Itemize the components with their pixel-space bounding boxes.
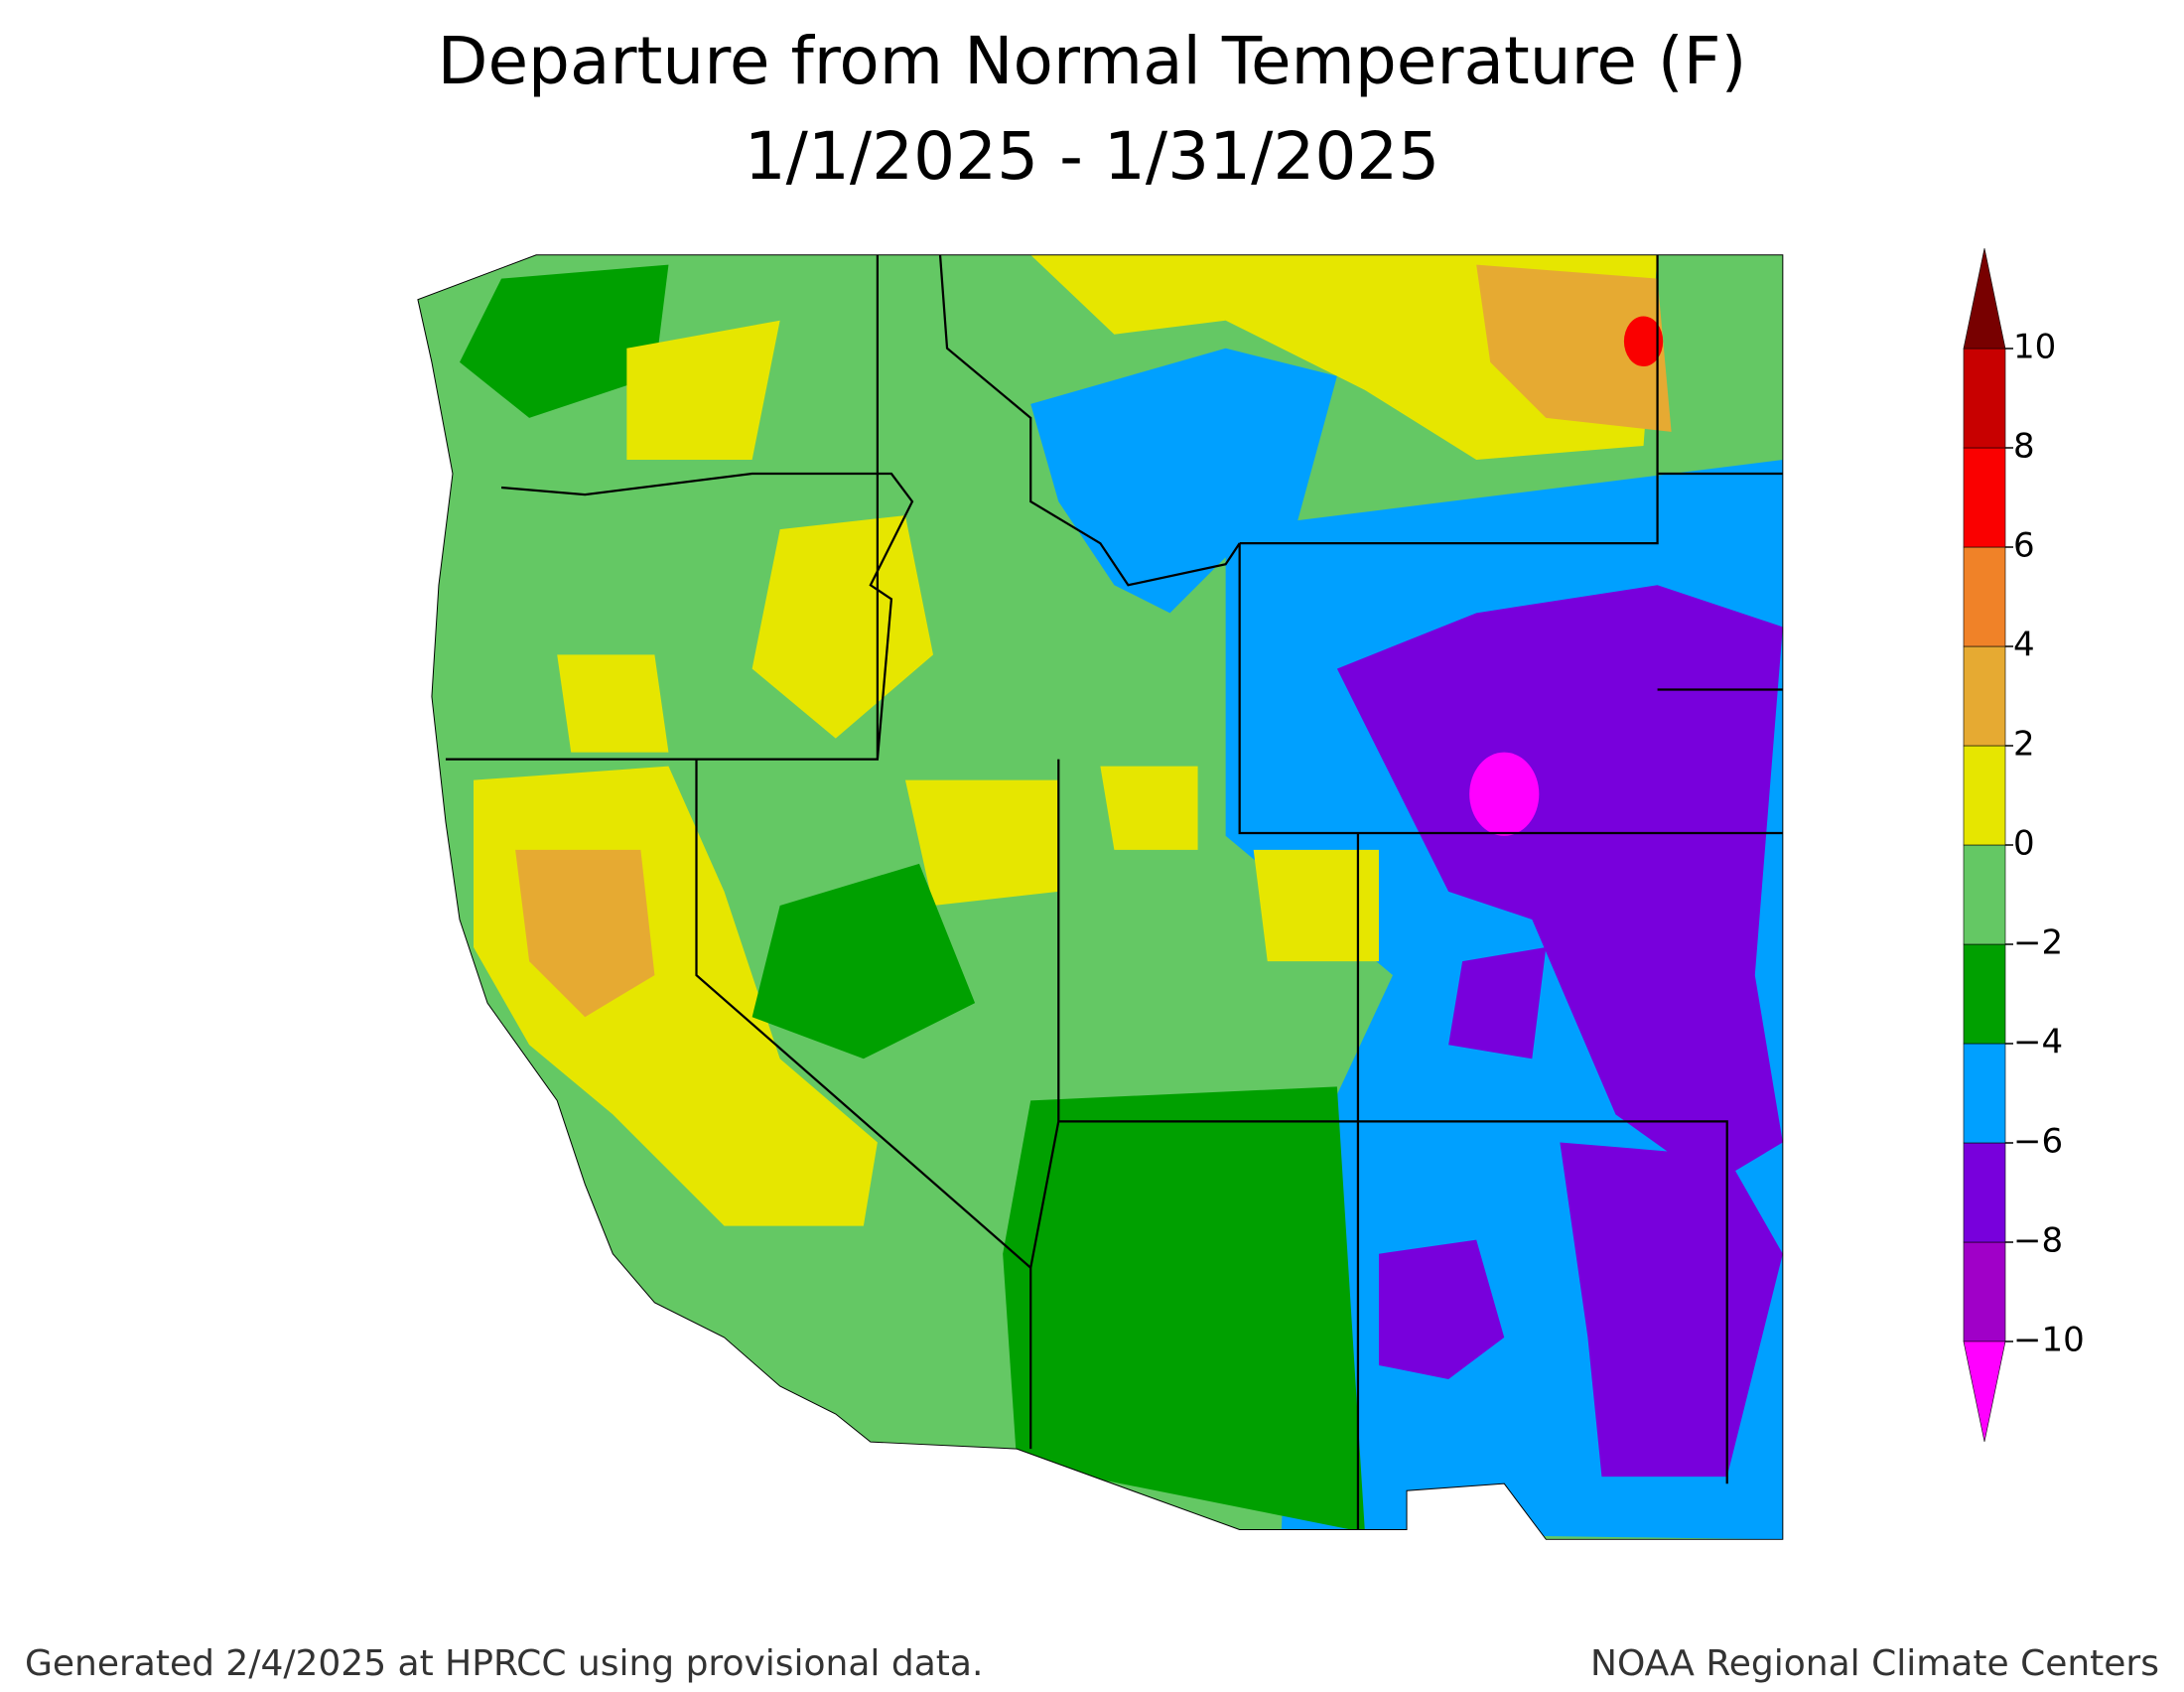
tick-label: −4 [2013,1023,2063,1062]
field-hot [1623,316,1664,366]
color-band [1963,943,2006,1045]
color-band [1963,1142,2006,1243]
field-warm [557,654,669,753]
footer-right: NOAA Regional Climate Centers [1590,1643,2159,1684]
field-very-cold [1448,947,1547,1059]
color-band [1963,1043,2006,1144]
tick-label: 10 [2013,328,2056,367]
tick-label: −8 [2013,1221,2063,1261]
color-band [1963,348,2006,449]
field-cold [1030,348,1337,614]
field-cool [459,264,669,418]
subtitle: 1/1/2025 - 1/31/2025 [745,118,1440,195]
tick-label: 8 [2013,427,2035,467]
coastline [417,254,1784,1540]
title: Departure from Normal Temperature (F) [438,23,1747,99]
field-warmer [515,849,655,1018]
field-cool [1003,1086,1365,1533]
field-very-cold [1378,1239,1505,1379]
tick-label: −2 [2013,923,2063,963]
tick-label: 6 [2013,526,2035,566]
color-band [1963,844,2006,945]
footer-left: Generated 2/4/2025 at HPRCC using provis… [25,1643,983,1684]
color-under [1963,1340,2006,1443]
state-borders [445,254,1783,1530]
tick-label: −6 [2013,1122,2063,1162]
field-cool [751,863,976,1059]
color-band [1963,447,2006,548]
tick-label: −10 [2013,1321,2085,1360]
field-warmer [1476,264,1672,432]
field-extreme-cold [1469,752,1540,836]
colorbar: −10 −8 −6 −4 −2 0 2 4 6 8 10 [1963,247,2085,1443]
field-very-cold [1336,585,1783,1185]
color-band [1963,745,2006,846]
field-warm [1100,766,1198,850]
color-band [1963,645,2006,747]
field-warm [751,515,934,739]
tick-label: 0 [2013,824,2035,864]
color-band [1963,546,2006,647]
tick-label: 4 [2013,626,2035,665]
field-warm [904,779,1059,906]
color-band [1963,1241,2006,1342]
tick-label: 2 [2013,725,2035,765]
field-warm [626,320,780,460]
color-over [1963,247,2006,350]
field-warm [1253,849,1379,962]
map [417,254,1784,1540]
temperature-field [417,254,1783,1540]
